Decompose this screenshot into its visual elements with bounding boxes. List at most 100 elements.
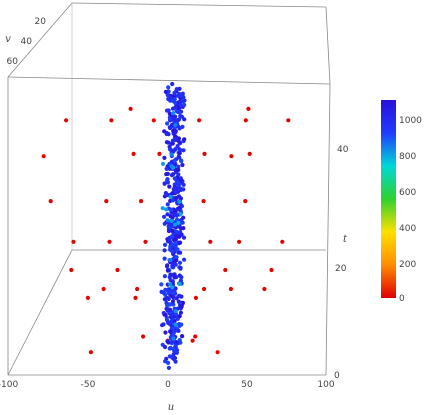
data-point bbox=[166, 108, 171, 113]
data-point bbox=[172, 158, 177, 163]
data-point bbox=[139, 199, 144, 204]
data-point bbox=[176, 183, 181, 188]
u-tick-label: -50 bbox=[81, 380, 96, 390]
data-point bbox=[166, 340, 171, 345]
data-point bbox=[179, 322, 184, 327]
data-point bbox=[168, 258, 173, 263]
data-point bbox=[178, 265, 183, 270]
data-point bbox=[180, 179, 185, 184]
colorbar-tick-label: 1000 bbox=[399, 116, 422, 126]
data-point bbox=[162, 248, 167, 253]
data-point bbox=[162, 129, 167, 134]
data-point bbox=[181, 148, 186, 153]
data-point bbox=[180, 124, 185, 129]
data-point bbox=[201, 199, 206, 204]
data-point bbox=[193, 295, 198, 300]
data-point bbox=[169, 234, 175, 239]
data-point bbox=[169, 207, 174, 212]
data-point bbox=[162, 221, 167, 226]
data-point bbox=[179, 114, 185, 119]
data-point bbox=[176, 220, 181, 225]
data-point bbox=[173, 322, 178, 327]
data-point bbox=[164, 192, 169, 197]
data-point bbox=[262, 286, 267, 292]
data-point bbox=[177, 139, 182, 145]
data-point bbox=[165, 263, 170, 268]
data-point bbox=[181, 182, 186, 187]
v-axis-label: v bbox=[5, 34, 11, 45]
data-point bbox=[170, 294, 175, 299]
data-point bbox=[162, 274, 167, 279]
data-point bbox=[171, 347, 176, 352]
data-point bbox=[174, 87, 179, 92]
data-point bbox=[197, 118, 202, 123]
data-point bbox=[280, 239, 285, 244]
data-point bbox=[135, 286, 140, 292]
data-point bbox=[71, 239, 76, 244]
colorbar bbox=[381, 100, 396, 298]
data-point bbox=[243, 118, 248, 123]
data-point bbox=[131, 151, 136, 156]
data-point bbox=[170, 285, 175, 290]
data-point bbox=[176, 167, 181, 172]
data-point bbox=[165, 92, 170, 98]
data-point bbox=[178, 240, 183, 245]
data-point bbox=[168, 282, 173, 287]
data-point bbox=[101, 286, 106, 292]
data-point bbox=[179, 187, 184, 192]
u-axis-ticks: -100 -50 0 50 100 bbox=[0, 380, 335, 390]
data-point bbox=[109, 118, 114, 123]
data-point bbox=[223, 267, 228, 273]
data-point bbox=[178, 211, 183, 217]
data-point bbox=[168, 346, 173, 351]
data-point bbox=[173, 309, 178, 314]
data-point bbox=[229, 154, 234, 159]
data-point bbox=[180, 162, 185, 168]
data-point bbox=[175, 348, 180, 353]
data-point bbox=[160, 206, 165, 211]
colorbar-ticks: 0 200 400 600 800 1000 bbox=[399, 116, 422, 304]
u-tick-label: 50 bbox=[241, 380, 253, 390]
u-tick-label: 0 bbox=[165, 380, 171, 390]
u-axis-label: u bbox=[168, 402, 174, 413]
data-point bbox=[180, 334, 185, 339]
data-point bbox=[170, 191, 175, 196]
data-point bbox=[190, 338, 195, 343]
data-point bbox=[169, 218, 174, 224]
data-point bbox=[165, 202, 170, 207]
t-tick-label: 20 bbox=[335, 264, 347, 274]
t-tick-label: 40 bbox=[337, 145, 349, 155]
box-edge bbox=[71, 2, 327, 8]
data-point bbox=[160, 161, 166, 166]
data-point bbox=[172, 186, 177, 191]
data-point bbox=[286, 118, 291, 123]
data-point bbox=[161, 290, 166, 296]
data-point bbox=[174, 195, 179, 200]
data-point bbox=[166, 360, 171, 365]
data-point bbox=[171, 111, 176, 116]
u-tick-label: -100 bbox=[0, 380, 18, 390]
data-point bbox=[164, 140, 169, 145]
data-point bbox=[182, 98, 187, 103]
data-point bbox=[177, 338, 182, 343]
data-point bbox=[176, 294, 181, 299]
data-point bbox=[247, 151, 252, 156]
data-point bbox=[104, 199, 109, 204]
box-edge bbox=[7, 76, 331, 85]
data-point bbox=[177, 314, 182, 319]
data-point bbox=[178, 303, 183, 309]
data-point bbox=[172, 117, 178, 122]
colorbar-tick-label: 800 bbox=[399, 152, 416, 162]
data-point bbox=[177, 151, 182, 156]
data-point bbox=[177, 199, 182, 204]
data-point bbox=[172, 275, 177, 280]
data-point bbox=[163, 89, 168, 94]
data-point bbox=[174, 217, 180, 222]
data-point bbox=[169, 164, 174, 169]
data-point bbox=[69, 267, 74, 273]
data-point bbox=[202, 151, 207, 156]
data-point bbox=[168, 95, 173, 100]
data-point bbox=[171, 330, 176, 336]
data-point bbox=[173, 114, 178, 119]
data-point bbox=[164, 166, 169, 171]
